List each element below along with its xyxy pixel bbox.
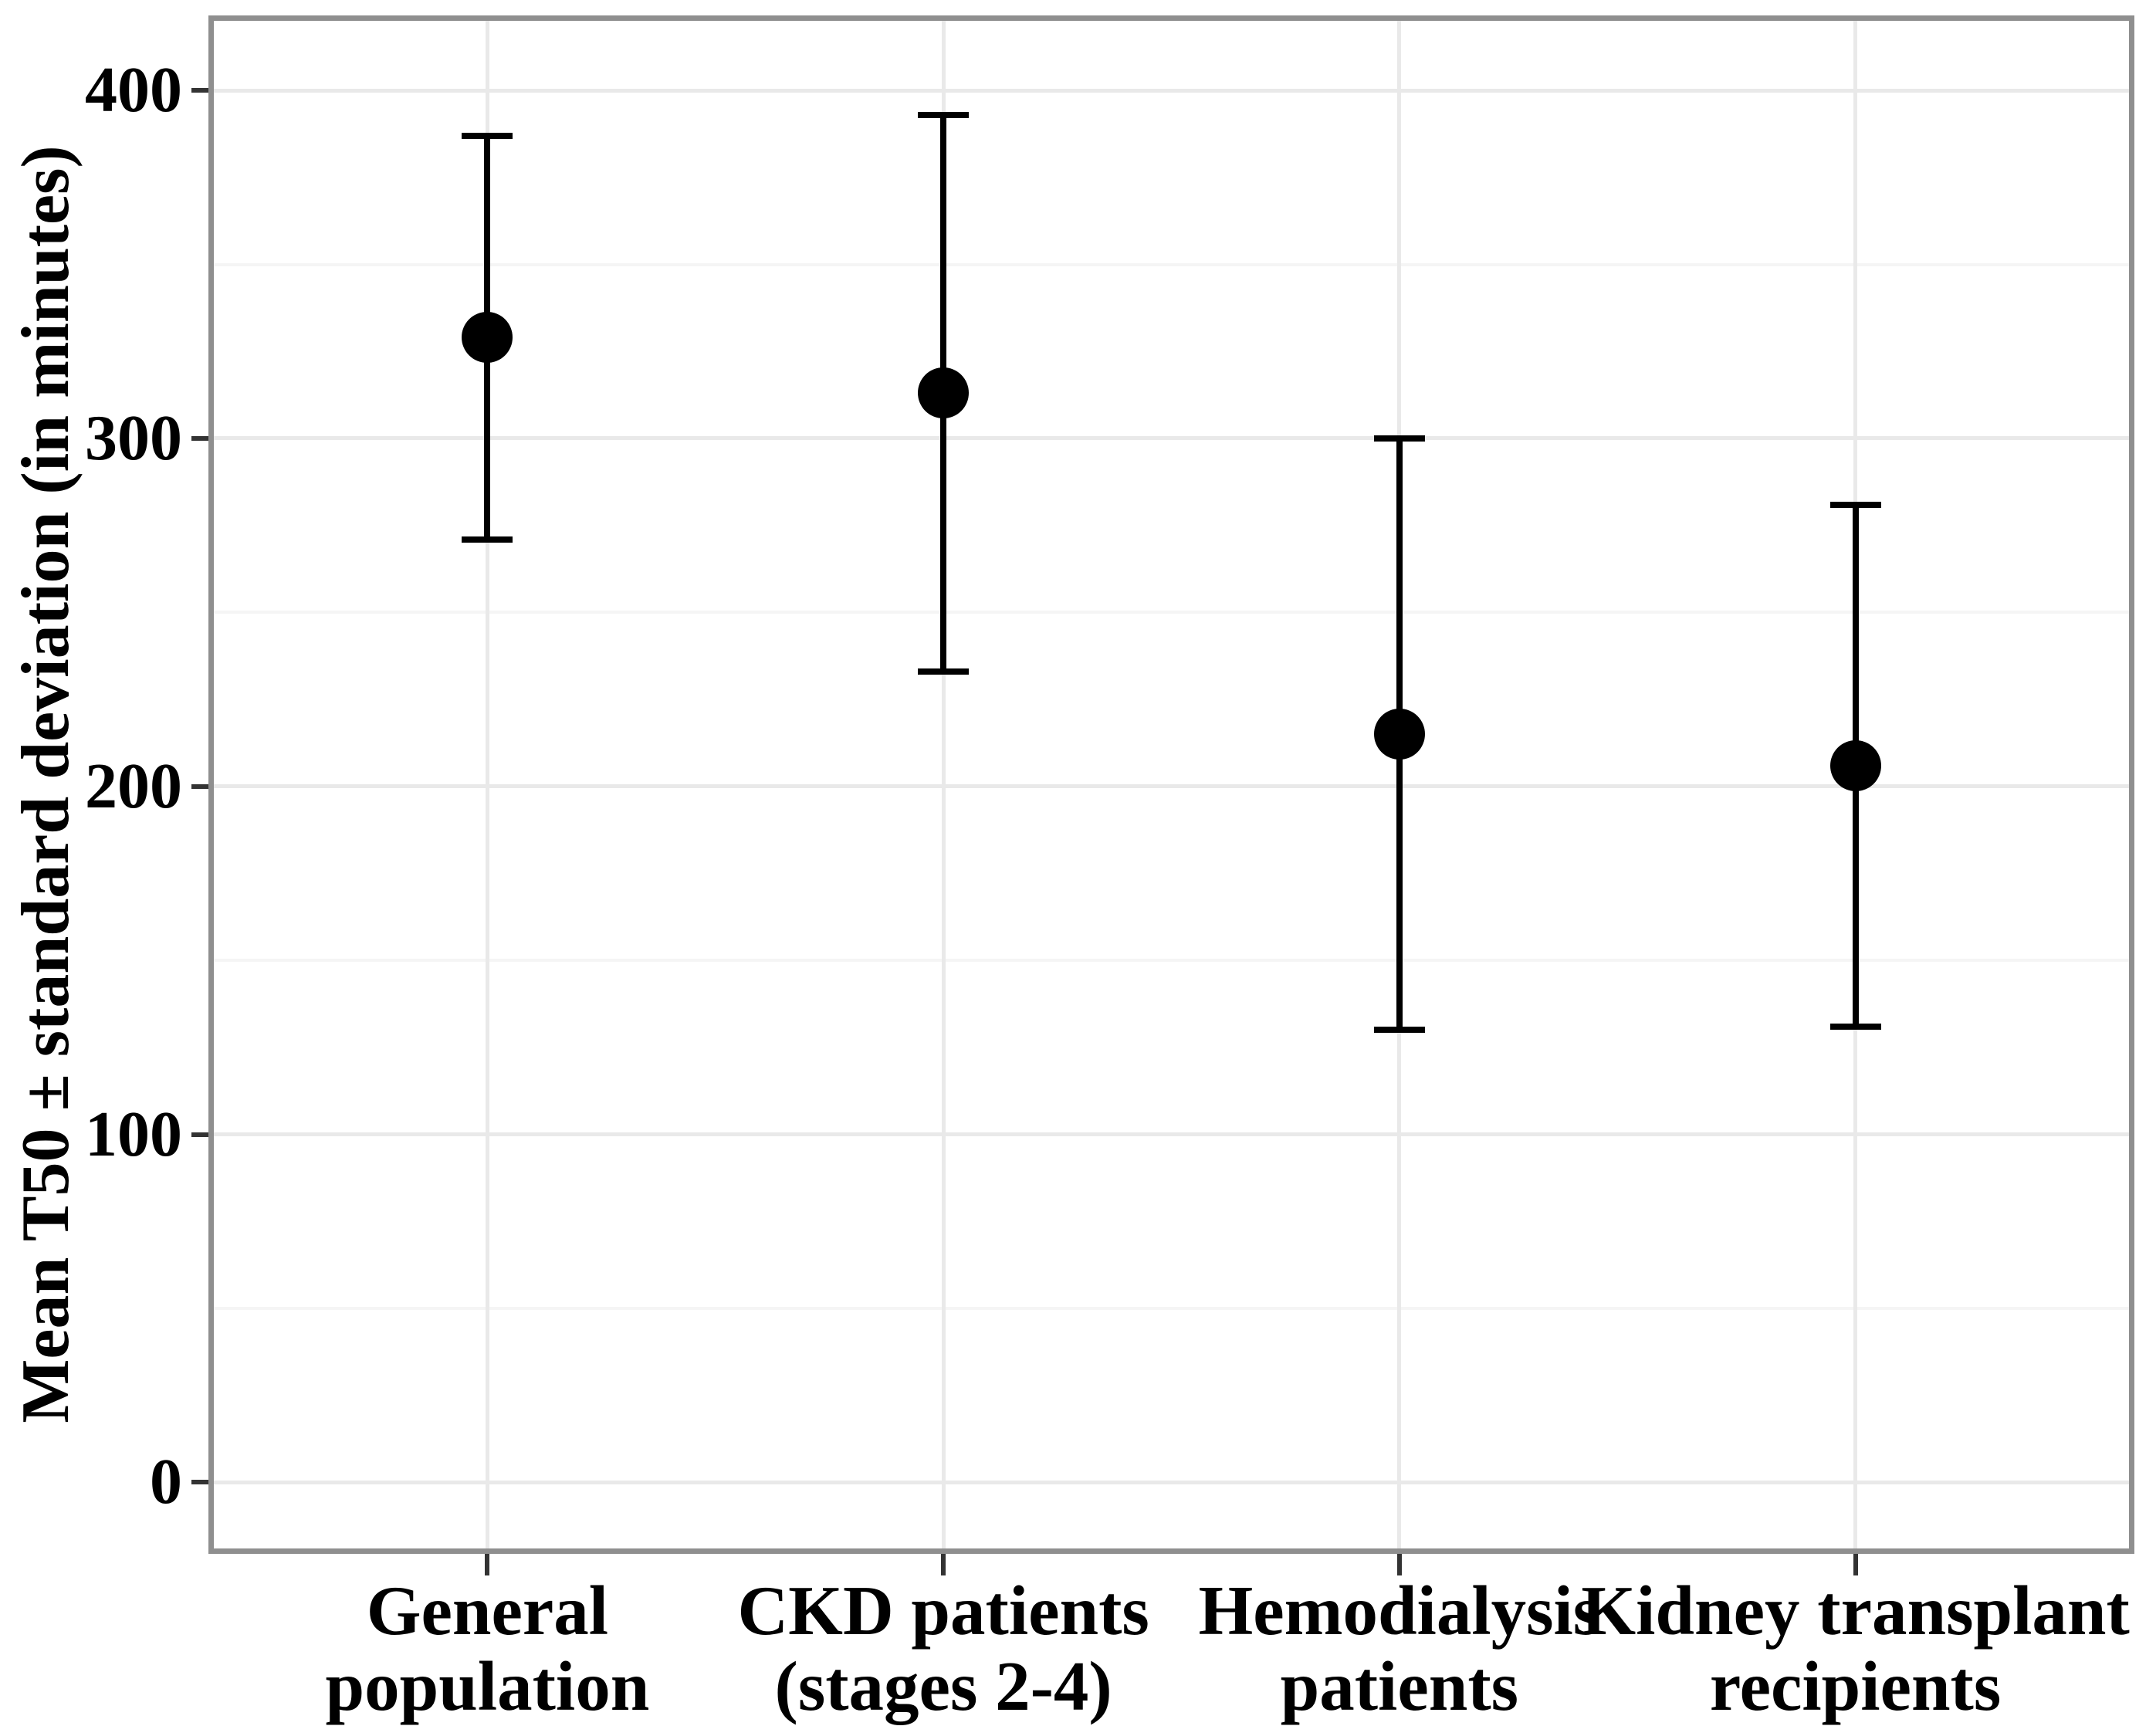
error-bar-cap-top-kidney-transplant-recipients [1829,501,1881,508]
error-bar-cap-top-ckd-patients-stages-2-4 [918,111,970,118]
gridline-major-0 [214,1480,2129,1484]
y-tick-label-300: 300 [85,401,182,474]
x-axis-label-line: population [325,1647,650,1725]
x-tick-mark-ckd-patients-stages-2-4 [941,1554,946,1575]
error-bar-cap-bottom-kidney-transplant-recipients [1829,1023,1881,1030]
data-point-hemodialysis-patients [1373,709,1425,760]
plot-panel [208,15,2134,1554]
x-axis-label-line: (stages 2-4) [774,1647,1112,1725]
y-tick-mark-400 [191,88,208,93]
x-axis-label-line: CKD patients [737,1572,1149,1650]
x-axis-label-line: recipients [1709,1647,2002,1725]
error-bar-cap-bottom-ckd-patients-stages-2-4 [918,668,970,675]
gridline-major-200 [214,784,2129,789]
x-axis-label-general-population: General population [326,1573,650,1724]
gridline-vertical-general-population [485,21,489,1548]
x-axis-label-kidney-transplant-recipients: Kidney transplant recipients [1581,1573,2129,1724]
x-axis-label-line: patients [1280,1647,1519,1725]
gridline-minor-50 [214,1306,2129,1310]
gridline-major-400 [214,88,2129,93]
error-bar-cap-top-hemodialysis-patients [1373,435,1425,442]
y-tick-label-400: 400 [85,54,182,127]
y-tick-label-100: 100 [85,1098,182,1170]
error-bar-cap-bottom-hemodialysis-patients [1373,1027,1425,1034]
x-axis-label-ckd-patients-stages-2-4: CKD patients (stages 2-4) [737,1573,1149,1724]
gridline-minor-250 [214,611,2129,614]
y-tick-label-200: 200 [85,750,182,822]
y-tick-mark-200 [191,783,208,789]
x-tick-mark-kidney-transplant-recipients [1853,1554,1858,1575]
x-axis-label-hemodialysis-patients: Hemodialysis patients [1198,1573,1600,1724]
x-axis-label-line: Kidney transplant [1581,1572,2130,1650]
data-point-kidney-transplant-recipients [1829,739,1881,791]
data-point-ckd-patients-stages-2-4 [918,367,970,419]
gridline-major-300 [214,436,2129,441]
y-tick-mark-300 [191,435,208,441]
x-axis-label-line: Hemodialysis [1198,1572,1601,1650]
error-bar-cap-bottom-general-population [462,536,513,543]
x-tick-mark-hemodialysis-patients [1396,1554,1402,1575]
y-tick-label-0: 0 [150,1446,182,1518]
gridline-minor-150 [214,959,2129,963]
gridline-minor-350 [214,262,2129,266]
gridline-vertical-ckd-patients-stages-2-4 [941,21,946,1548]
y-tick-mark-100 [191,1132,208,1137]
gridline-major-100 [214,1132,2129,1137]
y-tick-mark-0 [191,1480,208,1485]
error-bar-cap-top-general-population [462,132,513,139]
x-tick-mark-general-population [485,1554,490,1575]
data-point-general-population [462,312,513,364]
x-axis-label-line: General [366,1572,609,1650]
